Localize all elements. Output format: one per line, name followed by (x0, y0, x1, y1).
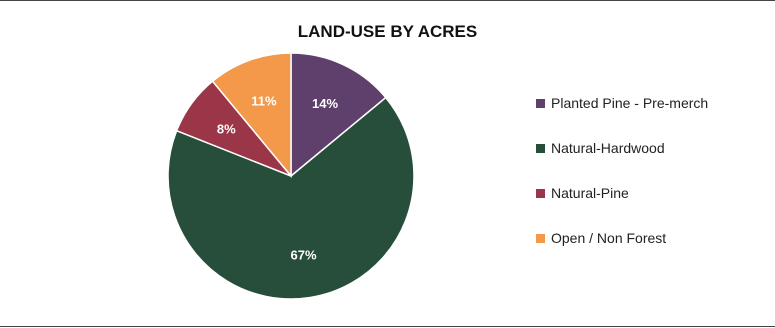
legend-item-natural-hardwood: Natural-Hardwood (536, 137, 766, 159)
legend-item-open-non-forest: Open / Non Forest (536, 227, 766, 249)
chart-legend: Planted Pine - Pre-merch Natural-Hardwoo… (536, 92, 766, 272)
legend-swatch (536, 233, 545, 243)
chart-frame-bottom-border (0, 326, 775, 327)
legend-swatch (536, 188, 545, 198)
data-label-natural-pine: 8% (217, 122, 236, 137)
pie-slice-natural-hardwood (167, 96, 415, 300)
data-label-planted-pine: 14% (312, 96, 338, 111)
legend-item-natural-pine: Natural-Pine (536, 182, 766, 204)
legend-label: Open / Non Forest (551, 230, 667, 246)
chart-frame-top-border (0, 0, 775, 1)
pie-slice-planted-pine (290, 52, 387, 178)
data-label-open-non-forest: 11% (251, 93, 277, 108)
legend-item-planted-pine: Planted Pine - Pre-merch (536, 92, 766, 114)
legend-label: Natural-Pine (551, 185, 629, 201)
legend-swatch (536, 98, 545, 108)
legend-label: Natural-Hardwood (551, 140, 665, 156)
legend-label: Planted Pine - Pre-merch (551, 95, 709, 111)
data-label-natural-hardwood: 67% (290, 247, 316, 262)
chart-title: LAND-USE BY ACRES (297, 22, 478, 41)
pie-slice-open-non-forest (211, 52, 292, 179)
legend-swatch (536, 143, 545, 153)
